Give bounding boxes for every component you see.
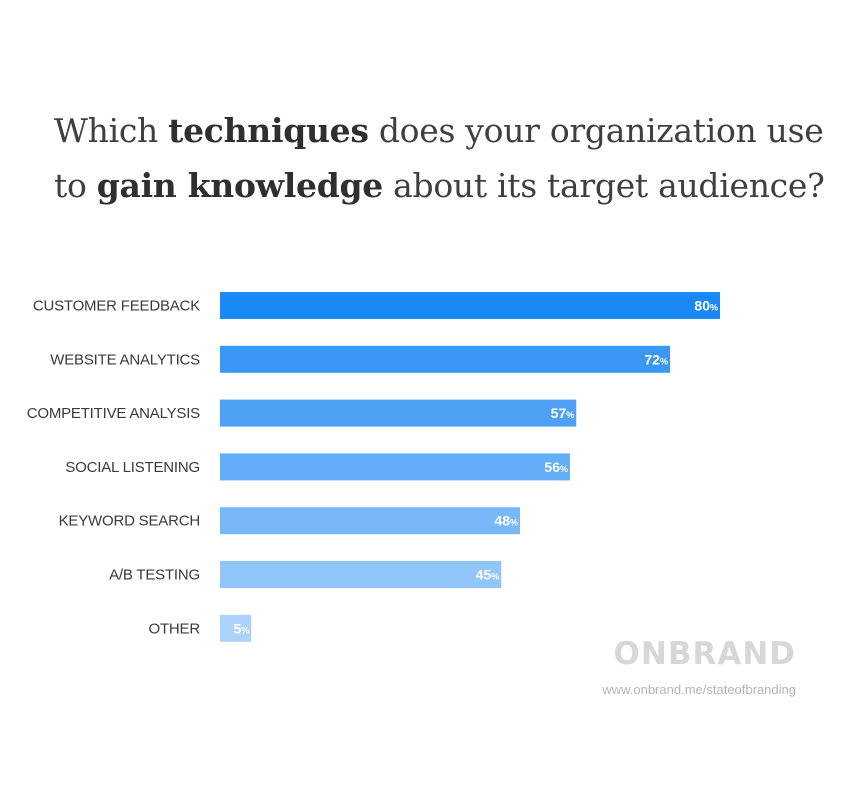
- title-text: does your organization use to: [54, 111, 824, 205]
- bar: [220, 614, 252, 642]
- value-suffix: %: [660, 356, 668, 366]
- category-label: A/B TESTING: [109, 567, 200, 584]
- onbrand-logo: ONBRAND: [613, 636, 796, 672]
- value-suffix: %: [566, 410, 574, 420]
- value-label: 57%: [551, 405, 575, 421]
- value-number: 45: [476, 567, 492, 583]
- category-label: WEBSITE ANALYTICS: [50, 351, 200, 368]
- value-number: 48: [494, 513, 510, 529]
- value-suffix: %: [710, 303, 718, 313]
- value-number: 5: [233, 620, 241, 636]
- value-label: 80%: [694, 298, 718, 314]
- category-label: COMPETITIVE ANALYSIS: [27, 405, 200, 422]
- value-number: 56: [544, 459, 560, 475]
- chart-title: Which techniques does your organization …: [54, 103, 834, 213]
- title-text: about its target audience?: [382, 166, 825, 205]
- category-label: SOCIAL LISTENING: [65, 459, 200, 476]
- bar: [220, 345, 670, 373]
- value-label: 56%: [544, 459, 568, 475]
- bar: [220, 507, 520, 535]
- value-number: 80: [694, 298, 710, 314]
- value-suffix: %: [560, 464, 568, 474]
- title-emphasis: techniques: [168, 111, 369, 150]
- title-emphasis: gain knowledge: [96, 166, 384, 205]
- value-label: 5%: [233, 620, 249, 636]
- bar: [220, 453, 570, 481]
- value-label: 72%: [644, 351, 668, 367]
- bar: [220, 399, 577, 427]
- value-number: 72: [644, 351, 660, 367]
- bar: [220, 561, 502, 588]
- bar: [220, 292, 720, 319]
- value-suffix: %: [510, 518, 518, 528]
- category-label: OTHER: [148, 620, 200, 637]
- value-suffix: %: [241, 625, 249, 635]
- category-label: CUSTOMER FEEDBACK: [33, 298, 200, 315]
- category-label: KEYWORD SEARCH: [59, 513, 200, 530]
- source-url: www.onbrand.me/stateofbranding: [602, 682, 796, 697]
- value-suffix: %: [491, 572, 499, 582]
- value-label: 48%: [494, 513, 518, 529]
- title-text: Which: [54, 111, 169, 150]
- value-label: 45%: [476, 567, 500, 583]
- value-number: 57: [551, 405, 567, 421]
